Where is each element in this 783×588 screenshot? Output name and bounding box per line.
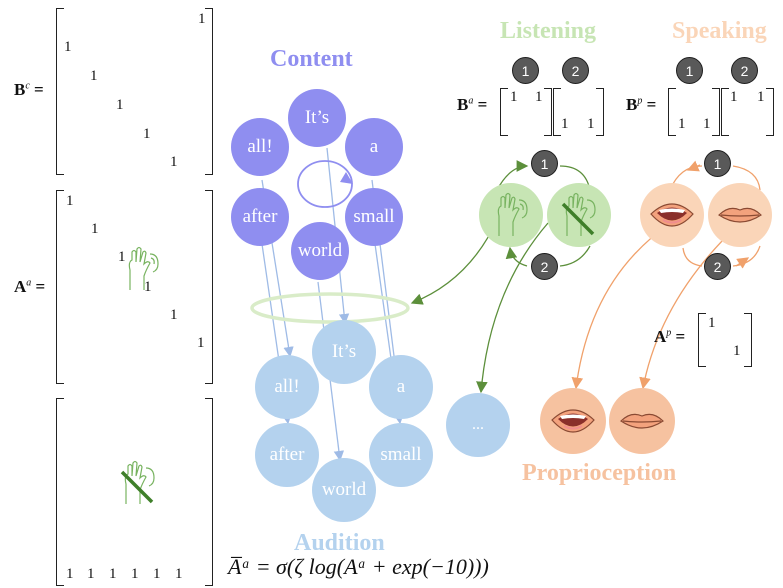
bc-label: Bc = [14,80,44,99]
speaking-open-node [640,183,704,247]
audition-node-all: all! [255,355,319,419]
mouth-closed-icon [718,207,762,223]
audition-title: Audition [294,530,385,556]
speaking-closed-node [708,183,772,247]
aa-bottom-cell: 1 [109,566,117,582]
ba-cell: 1 [587,116,595,132]
listening-title: Listening [500,18,597,44]
audition-node-a: a [369,355,433,419]
bc-cell: 1 [90,68,98,84]
ap-cell: 1 [733,343,741,359]
attention-ellipse [250,292,410,324]
aa-bottom-cell: 1 [153,566,161,582]
cycle-arrow-icon [297,160,353,208]
listening-state-1-badge: 1 [512,57,539,84]
aa-cell: 1 [170,307,178,323]
bc-bracket-right [205,8,213,175]
content-node-all: all! [231,118,289,176]
aa-bracket-left [56,190,64,384]
content-node-its: It’s [288,89,346,147]
proprioception-open-node [540,388,606,454]
bp-cell: 1 [757,89,765,105]
bp-label: Bp = [626,95,657,114]
listening-hear-node [479,183,543,247]
content-title: Content [270,46,353,72]
audition-node-its: It’s [312,320,376,384]
mouth-open-icon [551,409,595,433]
bc-cell: 1 [116,97,124,113]
ba-cell: 1 [535,89,543,105]
content-node-after: after [231,188,289,246]
content-node-world: world [291,222,349,280]
bp-cell: 1 [703,116,711,132]
ap-cell: 1 [708,315,716,331]
bp-bracket-left [668,88,676,136]
bc-bracket-left [56,8,64,175]
ear-crossed-icon [561,192,596,236]
mouth-closed-icon [620,413,664,429]
audition-node-after: after [255,423,319,487]
ba-bracket-right [544,88,552,136]
bp-cell: 1 [678,116,686,132]
content-node-a: a [345,118,403,176]
bp-bracket-right-2 [766,88,774,136]
listening-muted-node [547,183,611,247]
aa-label: Aa = [14,277,46,296]
speaking-to-mouth-closed-arrow [639,227,736,390]
content-node-small: small [345,188,403,246]
ap-bracket-left [698,313,706,367]
ba-cell: 1 [510,89,518,105]
aa-bottom-bracket-right [205,398,213,586]
listening-to-ellipsis-arrow [476,222,549,394]
aa-cell: 1 [118,249,126,265]
ear-crossed-icon [120,460,155,504]
aa-cell: 1 [91,221,99,237]
bp-cell: 1 [730,89,738,105]
aa-bottom-cell: 1 [87,566,95,582]
proprioception-closed-node [609,388,675,454]
aa-bottom-cell: 1 [131,566,139,582]
bp-bracket-right [712,88,720,136]
mouth-open-icon [650,203,694,227]
ba-cell: 1 [561,116,569,132]
aa-bottom-cell: 1 [66,566,74,582]
listening-state-2-badge: 2 [562,57,589,84]
aa-bracket-right [205,190,213,384]
speaking-state-2-badge: 2 [731,57,758,84]
aa-bottom-cell: 1 [175,566,183,582]
proprioception-title: Proprioception [522,460,677,486]
speaking-title: Speaking [672,18,767,44]
ear-icon [128,246,159,290]
speaking-loop-badge-1: 1 [704,150,731,177]
ba-label: Ba = [457,95,488,114]
ap-label: Ap = [654,327,686,346]
bc-cell: 1 [143,126,151,142]
audition-node-ellipsis: ... [446,393,510,457]
ear-icon [497,192,528,236]
bc-cell: 1 [64,39,72,55]
aa-cell: 1 [66,193,74,209]
audition-node-small: small [369,423,433,487]
ba-bracket-right-2 [596,88,604,136]
formula: A̅ᵃ = σ(ζ log(Aᵃ + exp(−10))) [228,554,489,579]
aa-cell: 1 [144,279,152,295]
listening-loop-badge-1: 1 [531,150,558,177]
ba-bracket-left-2 [553,88,561,136]
aa-cell: 1 [197,335,205,351]
bc-cell: 1 [198,11,206,27]
audition-node-world: world [312,458,376,522]
listening-loop-badge-2: 2 [531,253,558,280]
ba-bracket-left [500,88,508,136]
aa-bottom-bracket-left [56,398,64,586]
bc-cell: 1 [170,154,178,170]
speaking-loop-badge-2: 2 [704,253,731,280]
ap-bracket-right [744,313,752,367]
speaking-to-mouth-open-arrow [571,224,669,390]
speaking-state-1-badge: 1 [676,57,703,84]
bp-bracket-left-2 [721,88,729,136]
